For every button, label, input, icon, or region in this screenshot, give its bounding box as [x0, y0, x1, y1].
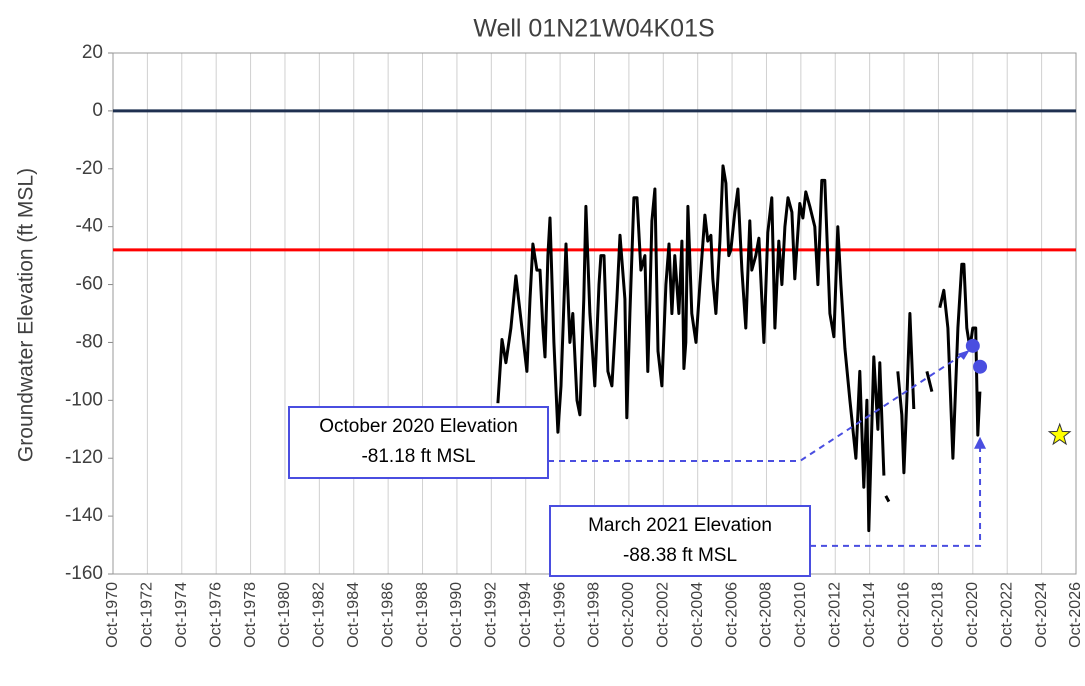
annotation-point: [965, 338, 980, 353]
x-tick-label: Oct-2002: [655, 582, 672, 648]
x-tick-label: Oct-2014: [861, 582, 878, 648]
x-tick-label: Oct-2006: [723, 582, 740, 648]
x-tick-label: Oct-1972: [139, 582, 156, 648]
x-tick-label: Oct-2018: [930, 582, 947, 648]
x-tick-label: Oct-2000: [620, 582, 637, 648]
x-tick-label: Oct-1986: [379, 582, 396, 648]
x-tick-label: Oct-2008: [758, 582, 775, 648]
x-tick-label: Oct-1998: [586, 582, 603, 648]
x-tick-label: Oct-1988: [414, 582, 431, 648]
y-tick-label: -40: [76, 216, 103, 237]
x-tick-label: Oct-1990: [448, 582, 465, 648]
arrow-head: [957, 349, 970, 360]
annotation-point: [973, 359, 988, 374]
y-tick-label: 20: [82, 42, 103, 63]
y-axis-label: Groundwater Elevation (ft MSL): [15, 168, 38, 462]
chart-title: Well 01N21W04K01S: [473, 15, 714, 43]
x-tick-label: Oct-2004: [689, 582, 706, 648]
x-tick-label: Oct-1994: [517, 582, 534, 648]
annotation-text: October 2020 Elevation: [319, 416, 518, 437]
y-tick-label: 0: [92, 100, 103, 121]
annotation-text: March 2021 Elevation: [588, 515, 772, 536]
annotation-box: [549, 505, 811, 577]
annotation-text: -81.18 ft MSL: [361, 446, 475, 467]
x-tick-label: Oct-1982: [311, 582, 328, 648]
y-tick-label: -160: [65, 563, 103, 584]
x-tick-label: Oct-2024: [1033, 582, 1050, 648]
x-tick-label: Oct-1974: [173, 582, 190, 648]
x-tick-label: Oct-2022: [998, 582, 1015, 648]
annotation-arrow: [810, 446, 982, 547]
x-tick-label: Oct-1970: [104, 582, 121, 648]
y-tick-label: -140: [65, 505, 103, 526]
y-tick-label: -80: [76, 331, 103, 352]
x-tick-label: Oct-2010: [792, 582, 809, 648]
y-tick-label: -60: [76, 274, 103, 295]
x-tick-label: Oct-1976: [207, 582, 224, 648]
x-tick-label: Oct-1978: [242, 582, 259, 648]
x-tick-label: Oct-1992: [483, 582, 500, 648]
x-tick-label: Oct-2020: [964, 582, 981, 648]
annotation-box: [288, 406, 549, 479]
y-tick-label: -120: [65, 447, 103, 468]
annotation-text: -88.38 ft MSL: [623, 545, 737, 566]
data-line: [496, 164, 982, 533]
y-tick-label: -100: [65, 389, 103, 410]
x-tick-label: Oct-2016: [895, 582, 912, 648]
y-tick-label: -20: [76, 158, 103, 179]
x-tick-label: Oct-1996: [551, 582, 568, 648]
x-tick-label: Oct-2026: [1067, 582, 1084, 648]
x-tick-label: Oct-1984: [345, 582, 362, 648]
x-tick-label: Oct-1980: [276, 582, 293, 648]
x-tick-label: Oct-2012: [826, 582, 843, 648]
star-marker: [1047, 422, 1072, 446]
arrow-head: [974, 436, 987, 449]
